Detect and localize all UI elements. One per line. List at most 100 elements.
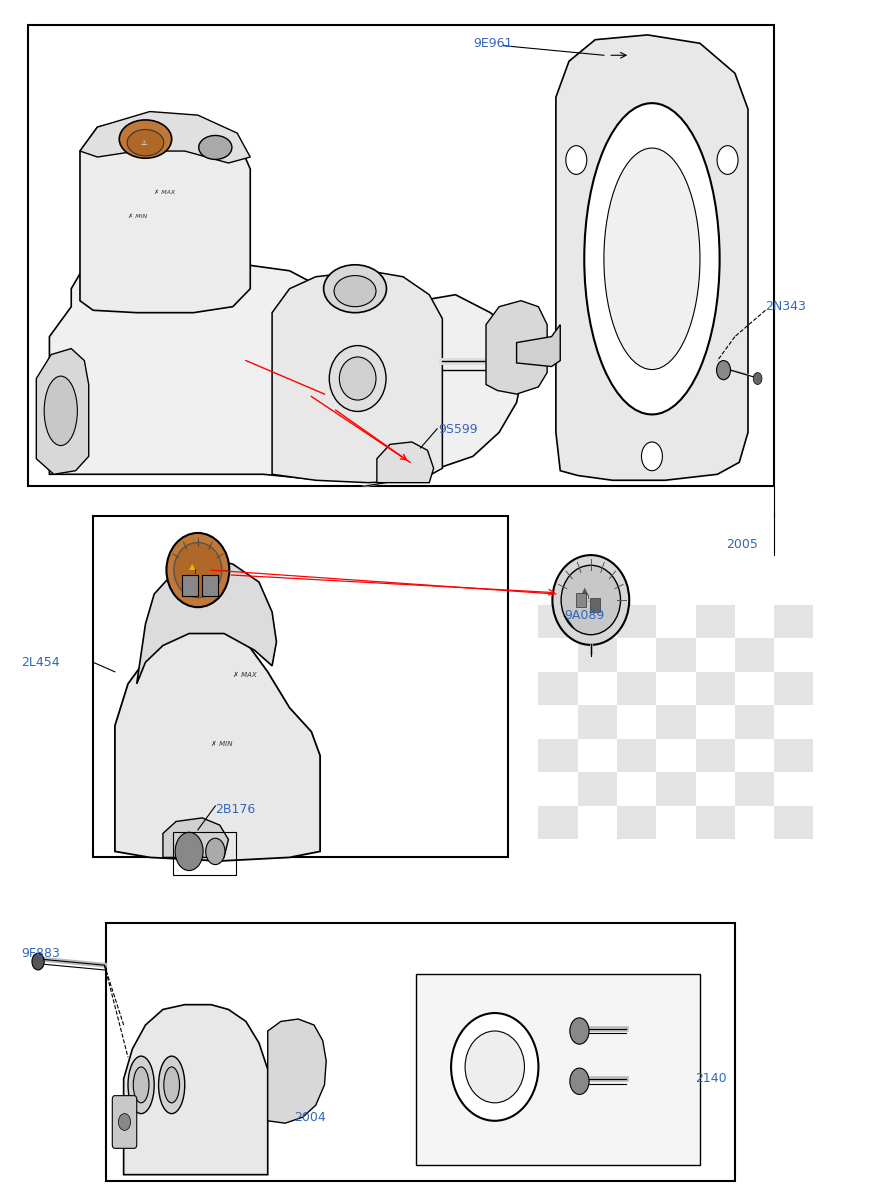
Ellipse shape xyxy=(44,376,77,445)
Polygon shape xyxy=(486,301,548,394)
Circle shape xyxy=(32,953,44,970)
Polygon shape xyxy=(124,1004,268,1175)
Bar xyxy=(617,739,656,773)
Circle shape xyxy=(118,1114,131,1130)
Polygon shape xyxy=(115,626,320,860)
Circle shape xyxy=(753,372,762,384)
Bar xyxy=(656,638,696,672)
Bar xyxy=(696,739,735,773)
Text: ▲: ▲ xyxy=(581,586,589,595)
Ellipse shape xyxy=(133,1067,149,1103)
Bar xyxy=(735,806,774,840)
Bar xyxy=(774,605,814,638)
Polygon shape xyxy=(163,818,229,858)
Bar xyxy=(774,672,814,706)
Polygon shape xyxy=(80,115,251,313)
Circle shape xyxy=(206,839,225,864)
Text: 2140: 2140 xyxy=(696,1073,727,1085)
Bar xyxy=(539,605,577,638)
Polygon shape xyxy=(137,558,277,684)
Bar xyxy=(539,706,577,739)
Ellipse shape xyxy=(553,556,629,644)
Ellipse shape xyxy=(164,1067,180,1103)
Bar xyxy=(106,923,735,1181)
Bar xyxy=(696,638,735,672)
Polygon shape xyxy=(268,1019,326,1123)
Text: 9S599: 9S599 xyxy=(438,424,477,437)
Text: !: ! xyxy=(587,595,590,605)
Bar xyxy=(735,605,774,638)
Text: ⚠: ⚠ xyxy=(141,139,147,145)
Bar xyxy=(656,806,696,840)
Bar xyxy=(577,806,617,840)
Circle shape xyxy=(641,442,662,470)
Polygon shape xyxy=(517,325,561,366)
Text: ✗ MIN: ✗ MIN xyxy=(128,215,147,220)
Bar xyxy=(696,706,735,739)
Ellipse shape xyxy=(127,130,164,156)
Bar xyxy=(735,706,774,739)
Bar xyxy=(576,593,586,607)
Ellipse shape xyxy=(465,1031,525,1103)
Text: 9E961: 9E961 xyxy=(473,37,512,49)
Bar xyxy=(735,672,774,706)
Bar xyxy=(617,605,656,638)
Bar xyxy=(774,638,814,672)
Text: 9A089: 9A089 xyxy=(565,610,604,622)
Circle shape xyxy=(570,1068,589,1094)
Bar xyxy=(577,706,617,739)
Bar xyxy=(577,773,617,806)
Text: ▲: ▲ xyxy=(188,562,195,571)
Bar xyxy=(539,672,577,706)
Ellipse shape xyxy=(323,265,386,313)
Bar xyxy=(617,773,656,806)
Bar xyxy=(774,706,814,739)
Bar xyxy=(656,739,696,773)
Bar xyxy=(617,672,656,706)
Bar xyxy=(539,806,577,840)
Text: scuderia: scuderia xyxy=(119,676,372,727)
Polygon shape xyxy=(49,241,526,480)
Text: c    a    r    p    a    r    t    s: c a r p a r t s xyxy=(164,752,328,766)
Circle shape xyxy=(570,1018,589,1044)
Bar xyxy=(696,672,735,706)
Polygon shape xyxy=(556,35,748,480)
Bar xyxy=(539,638,577,672)
Bar xyxy=(774,773,814,806)
Bar xyxy=(774,739,814,773)
Ellipse shape xyxy=(562,565,620,635)
Bar xyxy=(577,605,617,638)
Ellipse shape xyxy=(334,276,376,307)
Bar xyxy=(735,739,774,773)
Polygon shape xyxy=(36,348,88,474)
Text: 2004: 2004 xyxy=(294,1111,326,1123)
Circle shape xyxy=(717,145,738,174)
Bar xyxy=(617,706,656,739)
Text: 2L454: 2L454 xyxy=(22,655,60,668)
Polygon shape xyxy=(80,112,251,163)
Bar xyxy=(577,739,617,773)
Bar xyxy=(696,806,735,840)
Ellipse shape xyxy=(451,1013,539,1121)
Circle shape xyxy=(566,145,587,174)
Bar xyxy=(539,739,577,773)
Ellipse shape xyxy=(339,356,376,400)
Text: ✗ MIN: ✗ MIN xyxy=(211,740,232,746)
Bar xyxy=(656,605,696,638)
Text: !: ! xyxy=(194,570,197,576)
Bar xyxy=(590,598,600,612)
Text: 2B176: 2B176 xyxy=(215,803,256,816)
Bar xyxy=(202,575,218,596)
Bar xyxy=(416,973,700,1165)
Bar xyxy=(577,638,617,672)
Ellipse shape xyxy=(604,148,700,370)
Bar xyxy=(182,575,198,596)
Ellipse shape xyxy=(199,136,232,160)
Text: ✗ MAX: ✗ MAX xyxy=(154,191,175,196)
Ellipse shape xyxy=(329,346,386,412)
Bar xyxy=(656,706,696,739)
Circle shape xyxy=(717,360,731,379)
Bar xyxy=(577,672,617,706)
Bar xyxy=(696,773,735,806)
Ellipse shape xyxy=(166,533,230,607)
